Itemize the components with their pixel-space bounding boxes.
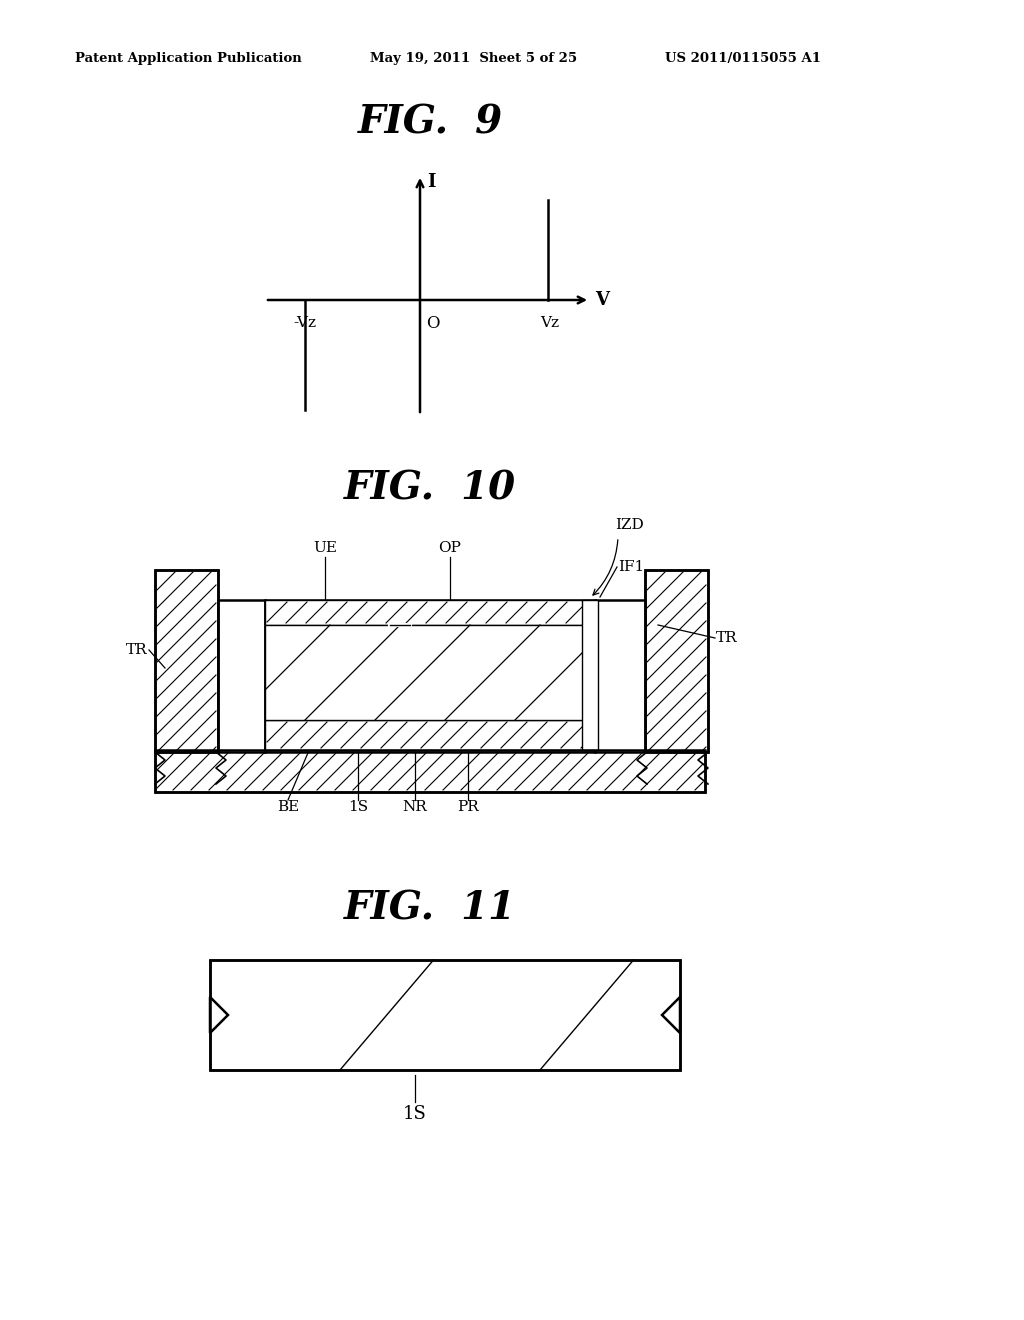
Bar	[595, 601, 645, 752]
Text: 1S: 1S	[348, 800, 368, 814]
Text: TR: TR	[716, 631, 737, 645]
Polygon shape	[662, 997, 680, 1034]
Text: 1S: 1S	[403, 1105, 427, 1123]
Text: Vz: Vz	[541, 315, 559, 330]
Bar	[218, 601, 265, 752]
Bar	[582, 601, 598, 750]
Polygon shape	[210, 997, 228, 1034]
Text: TR: TR	[126, 643, 148, 657]
Text: O: O	[426, 315, 439, 333]
Text: BE: BE	[276, 800, 299, 814]
Text: FIG.  9: FIG. 9	[357, 103, 503, 141]
Text: US 2011/0115055 A1: US 2011/0115055 A1	[665, 51, 821, 65]
Bar	[265, 601, 595, 752]
Text: V: V	[595, 290, 609, 309]
Bar	[155, 570, 218, 752]
Text: -Vz: -Vz	[294, 315, 316, 330]
Bar	[210, 960, 680, 1071]
Text: FIG.  11: FIG. 11	[344, 890, 516, 928]
Text: IF1: IF1	[618, 560, 644, 574]
Bar	[155, 750, 705, 792]
Bar	[155, 570, 218, 752]
Text: I: I	[427, 173, 435, 191]
Text: NR: NR	[402, 800, 427, 814]
Bar	[645, 570, 708, 752]
Bar	[265, 624, 595, 719]
Text: IZD: IZD	[615, 517, 644, 532]
Bar	[210, 960, 680, 1071]
Bar	[645, 570, 708, 752]
Text: PR: PR	[457, 800, 479, 814]
Text: OP: OP	[438, 541, 462, 554]
Bar	[265, 601, 595, 624]
Text: Patent Application Publication: Patent Application Publication	[75, 51, 302, 65]
Bar	[265, 719, 595, 750]
Text: May 19, 2011  Sheet 5 of 25: May 19, 2011 Sheet 5 of 25	[370, 51, 578, 65]
Text: FIG.  10: FIG. 10	[344, 470, 516, 508]
Bar	[155, 750, 705, 792]
Text: UE: UE	[313, 541, 337, 554]
